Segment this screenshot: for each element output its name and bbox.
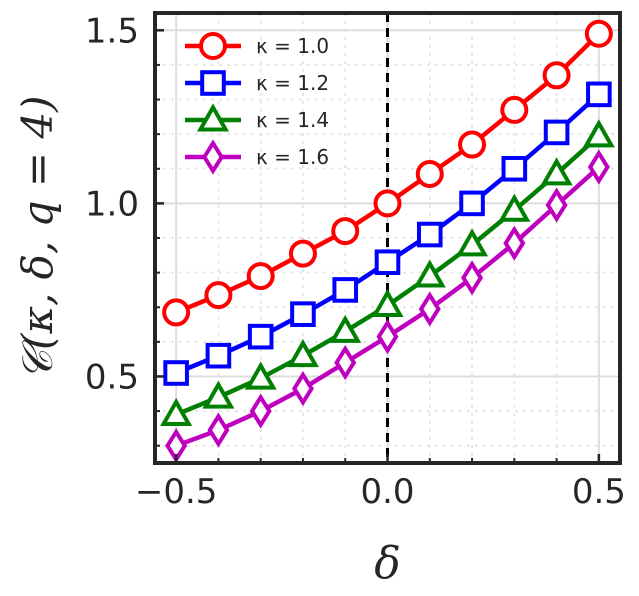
data-point: [163, 360, 189, 386]
data-point: [500, 95, 529, 124]
data-point: [455, 228, 489, 257]
data-point: [207, 412, 230, 448]
legend-label: κ = 1.0: [256, 34, 329, 58]
data-point: [415, 159, 444, 188]
data-point: [376, 319, 399, 355]
data-point: [246, 262, 275, 291]
y-tick-label: 0.5: [85, 357, 139, 397]
x-tick-label: 0.5: [572, 472, 626, 512]
data-point: [461, 260, 484, 296]
legend-marker: [202, 139, 224, 175]
y-tick-label: 1.5: [85, 11, 139, 51]
data-point: [587, 149, 610, 185]
data-point: [543, 119, 570, 146]
data-point: [247, 323, 274, 350]
legend-marker: [199, 32, 227, 60]
data-point: [331, 217, 360, 246]
data-point: [416, 221, 443, 248]
series-4: [165, 149, 610, 464]
legend-label: κ = 1.6: [256, 145, 329, 169]
data-point: [162, 298, 191, 327]
legend-item: κ = 1.6: [185, 139, 329, 175]
data-point: [503, 225, 526, 261]
data-point: [202, 380, 235, 409]
legend-item: κ = 1.0: [185, 32, 329, 60]
x-axis-label: δ: [374, 538, 401, 589]
data-point: [160, 397, 193, 426]
data-point: [332, 277, 359, 303]
data-point: [373, 189, 402, 218]
x-tick-label: −0.5: [135, 472, 218, 512]
series-1: [162, 19, 613, 327]
series-2: [163, 81, 612, 386]
x-tick-label: 0.0: [360, 472, 414, 512]
data-point: [501, 155, 528, 182]
data-point: [458, 130, 487, 159]
y-tick-label: 1.0: [85, 184, 139, 224]
data-point: [586, 81, 612, 108]
legend-marker: [196, 103, 230, 132]
legend-marker: [200, 70, 226, 96]
y-axis-label: 𝒞(κ, δ, q = 4): [13, 95, 62, 380]
data-point: [374, 249, 401, 276]
data-point: [371, 288, 404, 317]
data-point: [291, 371, 314, 407]
data-point: [290, 301, 316, 327]
series-3: [160, 119, 615, 426]
data-point: [288, 239, 317, 268]
data-point: [459, 190, 485, 217]
data-point: [418, 291, 441, 327]
data-point: [249, 393, 272, 429]
series-layer: [160, 19, 615, 464]
data-point: [334, 345, 357, 381]
legend-item: κ = 1.4: [185, 103, 329, 132]
data-point: [584, 19, 613, 48]
ticks: −0.5 0.0 0.5 0.5 1.0 1.5: [85, 11, 626, 512]
data-point: [286, 339, 320, 368]
data-point: [244, 361, 277, 390]
data-point: [205, 342, 232, 369]
data-point: [540, 157, 573, 186]
legend-label: κ = 1.2: [256, 71, 329, 95]
data-point: [413, 259, 446, 288]
legend-item: κ = 1.2: [185, 70, 329, 96]
data-point: [204, 281, 233, 310]
data-point: [542, 61, 571, 90]
legend: κ = 1.0 κ = 1.2 κ = 1.4 κ = 1.6: [185, 32, 329, 175]
legend-label: κ = 1.4: [256, 108, 329, 132]
data-point: [498, 193, 531, 222]
data-point: [329, 314, 362, 343]
data-point: [545, 187, 568, 223]
data-point: [582, 119, 615, 148]
